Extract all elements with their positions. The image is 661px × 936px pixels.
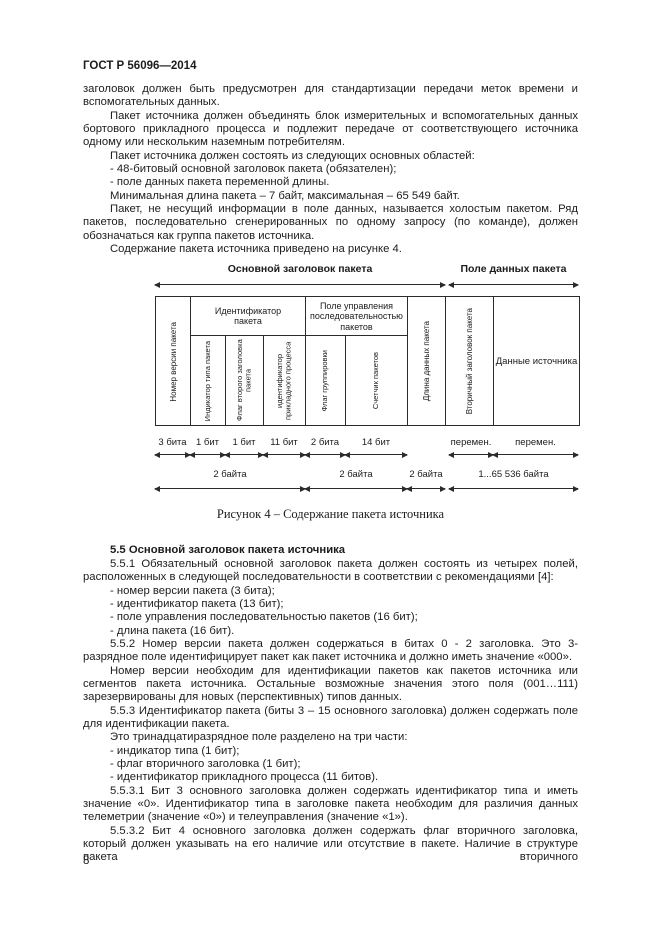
paragraph: Пакет, не несущий информации в поле данн…: [83, 203, 578, 242]
packet-structure-table: Номер версии пакета Идентификатор пакета…: [155, 296, 580, 427]
byte-width-label: 1...65 536 байта: [478, 469, 549, 481]
paragraph: Номер версии необходим для идентификации…: [83, 664, 578, 704]
section-heading: 5.5 Основной заголовок пакета источника: [110, 544, 346, 557]
byte-width-arrow: [406, 485, 446, 492]
column-version: Номер версии пакета: [156, 297, 191, 426]
paragraph: 5.5.2 Номер версии пакета должен содержа…: [83, 637, 578, 664]
byte-width-label: 2 байта: [339, 469, 373, 481]
column-second-header-flag-label: Флаг второго заголовка пакета: [235, 340, 253, 422]
page-number: 8: [83, 855, 90, 867]
bit-width-label: 1 бит: [232, 437, 256, 449]
paragraph: заголовок должен быть предусмотрен для с…: [83, 83, 578, 109]
bit-width-arrow: [448, 451, 494, 458]
region-label-main-header: Основной заголовок пакета: [227, 263, 373, 276]
list-item: - длина пакета (16 бит).: [110, 624, 235, 637]
bit-width-arrow: [492, 451, 579, 458]
column-second-header-flag: Флаг второго заголовка пакета: [226, 336, 264, 426]
bit-width-label: 3 бита: [158, 437, 187, 449]
bit-width-label: перемен.: [515, 437, 556, 449]
list-item: - поле данных пакета переменной длины.: [110, 176, 330, 189]
group-sequence-control: Поле управления последовательностью паке…: [306, 297, 408, 337]
column-packet-counter: Счетчик пакетов: [346, 336, 408, 426]
paragraph: Минимальная длина пакета – 7 байт, макси…: [110, 189, 460, 202]
column-apid: идентификатор прикладного процесса: [264, 336, 306, 426]
span-arrow-data-field: [448, 281, 579, 288]
paragraph: 5.5.1 Обязательный основной заголовок па…: [83, 557, 578, 584]
bit-width-arrow: [262, 451, 306, 458]
column-data-length: Длина данных пакета: [408, 297, 446, 426]
bit-width-arrow: [189, 451, 226, 458]
bit-width-arrow: [224, 451, 264, 458]
paragraph: Это тринадцатиразрядное поле разделено н…: [110, 731, 408, 744]
bit-width-label: 14 бит: [361, 437, 391, 449]
region-label-data-field: Поле данных пакета: [460, 263, 567, 276]
column-apid-label: идентификатор прикладного процесса: [275, 341, 293, 421]
span-arrow-main-header: [154, 281, 446, 288]
byte-width-label: 2 байта: [409, 469, 443, 481]
list-item: - 48-битовый основной заголовок пакета (…: [110, 163, 397, 176]
column-grouping-flag-label: Флаг группировки: [320, 350, 330, 412]
list-item: - поле управления последовательностью па…: [110, 611, 418, 624]
paragraph: Пакет источника должен состоять из следу…: [110, 149, 475, 162]
byte-width-arrow: [154, 485, 306, 492]
figure-caption: Рисунок 4 – Содержание пакета источника: [216, 507, 445, 522]
column-type-indicator-label: Индикатор типа пакета: [202, 340, 212, 422]
list-item: - номер версии пакета (3 бита);: [110, 584, 275, 597]
byte-width-label: 2 байта: [213, 469, 247, 481]
byte-width-arrow: [448, 485, 579, 492]
column-grouping-flag: Флаг группировки: [306, 336, 346, 426]
list-item: - флаг вторичного заголовка (1 бит);: [110, 757, 301, 770]
column-secondary-header: Вторичный заголовок пакета: [446, 297, 494, 426]
column-data-length-label: Длина данных пакета: [422, 321, 431, 402]
bit-width-arrow: [154, 451, 191, 458]
column-packet-counter-label: Счетчик пакетов: [371, 352, 381, 410]
doc-header: ГОСТ Р 56096—2014: [83, 60, 197, 72]
column-version-label: Номер версии пакета: [168, 321, 178, 402]
bit-width-label: 2 бита: [310, 437, 340, 449]
list-item: - идентификатор пакета (13 бит);: [110, 597, 284, 610]
bit-width-label: 11 бит: [270, 437, 298, 449]
column-type-indicator: Индикатор типа пакета: [191, 336, 226, 426]
group-packet-identifier: Идентификатор пакета: [191, 297, 306, 337]
byte-width-arrow: [304, 485, 408, 492]
list-item: - индикатор типа (1 бит);: [110, 744, 240, 757]
bit-width-arrow: [344, 451, 408, 458]
bit-width-arrow: [304, 451, 346, 458]
figure-4-packet-structure: Основной заголовок пакета Поле данных па…: [83, 263, 580, 525]
paragraph: 5.5.3.1 Бит 3 основного заголовка должен…: [83, 784, 578, 824]
paragraph: Содержание пакета источника приведено на…: [110, 243, 402, 256]
list-item: - идентификатор прикладного процесса (11…: [110, 771, 379, 784]
bit-width-label: 1 бит: [195, 437, 220, 449]
page-content: ГОСТ Р 56096—2014 заголовок должен быть …: [83, 60, 580, 865]
paragraph: 5.5.3 Идентификатор пакета (биты 3 – 15 …: [83, 704, 578, 730]
column-source-data: Данные источника: [495, 355, 578, 367]
bit-width-label: перемен.: [450, 437, 492, 449]
column-secondary-header-label: Вторичный заголовок пакета: [465, 308, 474, 415]
paragraph: Пакет источника должен объединять блок и…: [83, 109, 578, 149]
paragraph: 5.5.3.2 Бит 4 основного заголовка должен…: [83, 824, 578, 864]
